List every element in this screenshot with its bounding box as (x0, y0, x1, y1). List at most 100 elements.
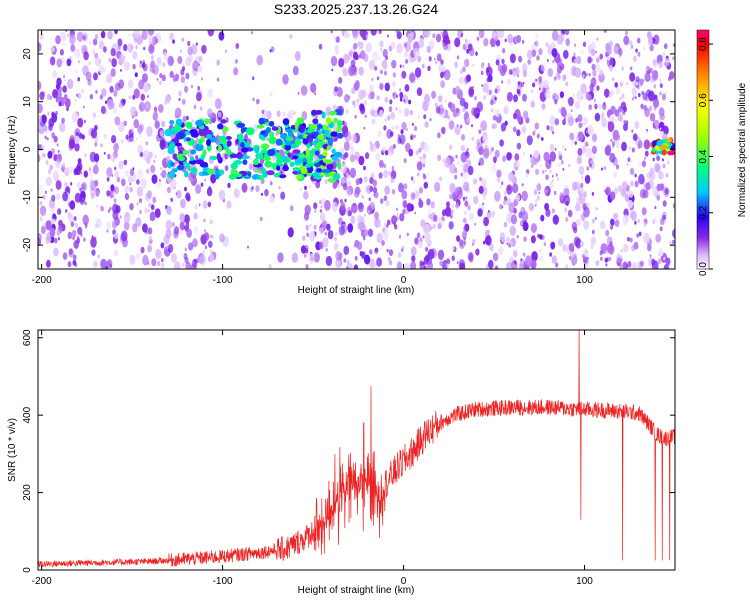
spectrogram-cell (349, 50, 353, 57)
spectrogram-cell (372, 186, 378, 194)
spectrogram-cell (471, 136, 475, 142)
spectrogram-cell (535, 78, 538, 82)
spectrogram-cell (147, 244, 153, 253)
spectrogram-cell (593, 77, 595, 81)
spectrogram-cell (414, 211, 417, 215)
spectrogram-cell (391, 188, 396, 195)
spectrogram-cell (549, 143, 555, 152)
spectrogram-cell (123, 44, 128, 52)
spectrogram-cell (594, 103, 598, 110)
spectrogram-cell (601, 243, 608, 253)
spectrogram-cell (67, 231, 73, 240)
spectrogram-cell (390, 176, 395, 184)
spectrogram-cell (437, 154, 442, 161)
spectrogram-cell (522, 110, 529, 120)
spectrogram-cell (533, 149, 539, 159)
spectrogram-cell (462, 66, 466, 73)
spectrogram-cell (133, 88, 140, 99)
spectrogram-cell (68, 139, 75, 149)
spectrogram-cell (562, 119, 566, 126)
spectrogram-cell (428, 56, 432, 62)
spectrogram-cell (81, 181, 87, 192)
spectrogram-cell (154, 208, 161, 219)
spectrogram-cell (621, 66, 624, 71)
spectrogram-cell (434, 58, 436, 61)
spectrogram-cell (139, 62, 143, 68)
spectrogram-cell (54, 104, 57, 108)
spectrogram-cell (151, 258, 157, 267)
spectrogram-cell (627, 157, 631, 163)
spectrogram-cell (404, 51, 408, 58)
spectrogram-cell (410, 31, 415, 38)
spectrogram-cell (289, 33, 293, 40)
spectrogram-cell (357, 41, 361, 46)
spectrogram-cell (132, 223, 138, 233)
spectrogram-cell (455, 202, 460, 209)
spectrogram-cell (591, 133, 598, 143)
spectrogram-cell (591, 163, 595, 169)
spectrogram-cell (300, 187, 302, 191)
spectrogram-cell (129, 186, 133, 193)
spectrogram-hot-cell (241, 147, 249, 153)
spectrogram-cell (174, 74, 179, 82)
spectrogram-cell (505, 236, 511, 244)
spectrogram-cell (461, 144, 466, 152)
spectrogram-cell (169, 57, 174, 65)
spectrogram-hot-cell (292, 149, 301, 155)
spectrogram-hot-cell (314, 162, 321, 168)
spectrogram-cell (368, 84, 374, 93)
spectrogram-cell (354, 151, 361, 162)
spectrogram-cell (414, 126, 418, 132)
spectrogram-cell (135, 137, 138, 140)
spectrogram-hot-cell (285, 128, 292, 133)
spectrogram-hot-cell (332, 172, 341, 181)
spectrogram-cell (167, 243, 174, 253)
spectrogram-hot-cell (323, 124, 328, 131)
spectrogram-cell (133, 30, 140, 39)
spectrogram-cell (480, 120, 488, 132)
spectrogram-cell (383, 169, 389, 179)
spectrogram-cell (103, 151, 106, 155)
spectrogram-cell (79, 194, 86, 205)
spectrogram-cell (88, 61, 91, 66)
spectrogram-cell (363, 100, 367, 106)
spectrogram-cell (663, 43, 668, 50)
spectrogram-cell (660, 130, 664, 136)
spectrogram-cell (408, 99, 412, 105)
spectrogram-cell (630, 44, 634, 49)
spectrogram-cell (493, 32, 497, 38)
spectrogram-cell (645, 65, 649, 72)
spectrogram-hot-cell (325, 117, 332, 125)
spectrogram-cell (170, 197, 173, 202)
spectrogram-cell (367, 228, 374, 237)
spectrogram-cell (528, 202, 534, 212)
spectrogram-cell (417, 240, 423, 249)
spectrogram-cell (658, 171, 664, 180)
spectrogram-cell (559, 91, 565, 99)
spectrogram-cell (366, 34, 369, 39)
spectrogram-cell (427, 65, 431, 72)
spectrogram-cell (471, 107, 477, 117)
spectrogram-cell (129, 168, 135, 176)
spectrogram-cell (338, 252, 343, 260)
spectrogram-cell (636, 37, 641, 44)
spectrogram-cell (658, 121, 665, 132)
spectrogram-cell (620, 101, 627, 111)
spectrogram-cell (90, 237, 97, 248)
spectrogram-cell (506, 91, 513, 102)
spectrogram-cell (468, 212, 474, 221)
spectrogram-cell (188, 242, 194, 251)
spectrogram-cell (601, 117, 608, 128)
spectrogram-cell (331, 68, 334, 72)
spectrogram-cell (52, 213, 56, 220)
spectrogram-cell (486, 211, 492, 219)
spectrogram-cell (180, 76, 185, 84)
spectrogram-cell (280, 166, 283, 170)
spectrogram-cell (183, 252, 188, 260)
spectrogram-cell (610, 218, 615, 226)
spectrogram-hot-cell (237, 153, 244, 158)
spectrogram-cell (536, 55, 540, 61)
spectrogram-cell (467, 204, 471, 211)
spectrogram-cell (462, 196, 466, 201)
spectrogram-cell (387, 34, 389, 38)
